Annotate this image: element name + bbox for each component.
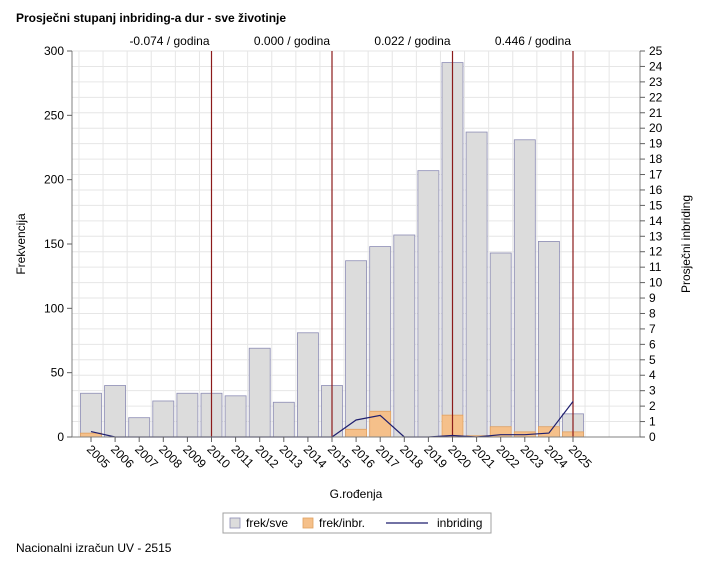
y-tick-label-left: 250 xyxy=(44,108,64,122)
bar-frek-sve xyxy=(128,417,151,438)
legend-swatch-frek-sve xyxy=(229,517,241,529)
bar-frek-sve xyxy=(272,401,295,438)
x-tick-label: 2022 xyxy=(494,442,523,471)
y-tick-label-right: 2 xyxy=(649,399,656,413)
y-tick-label-right: 4 xyxy=(649,368,656,382)
x-tick-label: 2010 xyxy=(204,442,233,471)
y-tick-label-right: 25 xyxy=(649,44,663,58)
y-tick-label-right: 15 xyxy=(649,198,663,212)
x-tick-label: 2018 xyxy=(397,442,426,471)
legend-label-frek-inbr: frek/inbr. xyxy=(319,516,365,530)
y-tick-label-right: 12 xyxy=(649,245,663,259)
y-tick-label-left: 100 xyxy=(44,301,64,315)
legend-label-inbriding: inbriding xyxy=(437,516,482,530)
bar-frek-sve xyxy=(176,392,199,438)
y-tick-label-right: 0 xyxy=(649,430,656,444)
chart-title: Prosječni stupanj inbriding-a dur - sve … xyxy=(16,11,287,25)
x-tick-label: 2015 xyxy=(325,442,354,471)
y-tick-label-right: 21 xyxy=(649,106,663,120)
y-tick-label-right: 13 xyxy=(649,229,663,243)
x-tick-label: 2007 xyxy=(132,442,161,471)
x-tick-label: 2008 xyxy=(156,442,185,471)
x-tick-label: 2020 xyxy=(445,442,474,471)
y-tick-label-right: 20 xyxy=(649,121,663,135)
y-tick-label-right: 19 xyxy=(649,137,663,151)
bar-frek-sve xyxy=(104,385,126,438)
legend-swatch-frek-inbr xyxy=(302,517,314,529)
y-axis-title-left: Frekvencija xyxy=(14,213,28,275)
y-tick-label-left: 150 xyxy=(44,237,64,251)
reference-line-label: 0.022 / godina xyxy=(374,34,450,48)
x-tick-label: 2023 xyxy=(518,442,547,471)
x-tick-label: 2016 xyxy=(349,442,378,471)
bar-frek-inbr xyxy=(345,428,368,438)
x-tick-label: 2025 xyxy=(566,442,595,471)
bar-frek-sve xyxy=(393,234,416,438)
bar-frek-sve xyxy=(538,241,560,438)
x-tick-label: 2014 xyxy=(301,442,330,471)
x-tick-label: 2013 xyxy=(277,442,306,471)
y-tick-label-right: 23 xyxy=(649,75,663,89)
x-axis-title: G.rođenja xyxy=(330,487,383,501)
x-tick-label: 2017 xyxy=(373,442,402,471)
legend-label-frek-sve: frek/sve xyxy=(246,516,288,530)
bar-frek-sve xyxy=(152,400,175,438)
y-tick-label-right: 17 xyxy=(649,168,663,182)
bar-frek-sve xyxy=(224,395,247,438)
footer-note: Nacionalni izračun UV - 2515 xyxy=(16,541,172,555)
reference-line-label: -0.074 / godina xyxy=(129,34,209,48)
reference-line-label: 0.000 / godina xyxy=(254,34,330,48)
bar-frek-sve xyxy=(513,139,536,438)
bar-frek-sve xyxy=(80,392,102,438)
x-tick-label: 2012 xyxy=(253,442,282,471)
x-tick-label: 2024 xyxy=(542,442,571,471)
legend-box xyxy=(222,512,492,534)
y-tick-label-right: 5 xyxy=(649,353,656,367)
bar-frek-sve xyxy=(248,347,271,438)
y-tick-label-right: 24 xyxy=(649,59,663,73)
bar-frek-inbr xyxy=(538,426,560,438)
x-tick-label: 2005 xyxy=(84,442,113,471)
y-tick-label-right: 16 xyxy=(649,183,663,197)
y-tick-label-left: 300 xyxy=(44,44,64,58)
y-tick-label-left: 0 xyxy=(57,430,64,444)
x-tick-label: 2011 xyxy=(228,442,256,470)
y-tick-label-right: 10 xyxy=(649,276,663,290)
x-tick-label: 2021 xyxy=(469,442,498,471)
bar-frek-sve xyxy=(417,170,440,438)
y-tick-label-right: 11 xyxy=(649,260,662,274)
y-tick-label-right: 6 xyxy=(649,337,656,351)
bar-frek-sve xyxy=(345,260,368,438)
y-tick-label-right: 14 xyxy=(649,214,663,228)
bar-frek-sve xyxy=(465,131,488,438)
y-tick-label-right: 22 xyxy=(649,90,663,104)
x-tick-label: 2006 xyxy=(108,442,137,471)
bar-frek-sve xyxy=(369,246,392,438)
y-axis-title-right: Prosječni inbriding xyxy=(679,195,693,293)
y-tick-label-right: 8 xyxy=(649,306,656,320)
y-tick-label-right: 9 xyxy=(649,291,656,305)
y-tick-label-right: 7 xyxy=(649,322,656,336)
reference-line-label: 0.446 / godina xyxy=(495,34,571,48)
y-tick-label-right: 1 xyxy=(649,415,656,429)
y-tick-label-left: 50 xyxy=(51,366,65,380)
y-tick-label-right: 18 xyxy=(649,152,663,166)
x-tick-label: 2019 xyxy=(421,442,450,471)
bar-frek-sve xyxy=(296,332,319,438)
y-tick-label-right: 3 xyxy=(649,384,656,398)
bar-frek-sve xyxy=(489,252,512,438)
x-tick-label: 2009 xyxy=(180,442,209,471)
y-tick-label-left: 200 xyxy=(44,173,64,187)
